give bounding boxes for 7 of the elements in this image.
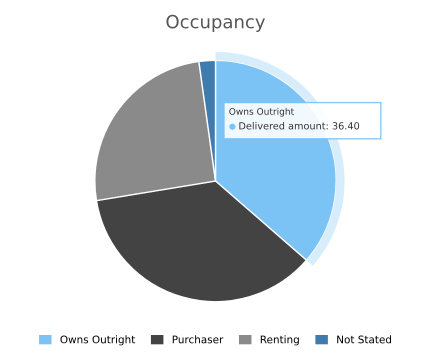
text: Delivered amount: 36.40 — [239, 122, 360, 130]
text: Owns Outright — [229, 108, 294, 117]
chart-title: Occupancy — [166, 14, 266, 32]
legend-label: Purchaser — [172, 335, 224, 344]
legend-label: Not Stated — [337, 335, 392, 344]
legend-label: Renting — [260, 335, 299, 346]
legend-label: Owns Outright — [60, 335, 136, 346]
